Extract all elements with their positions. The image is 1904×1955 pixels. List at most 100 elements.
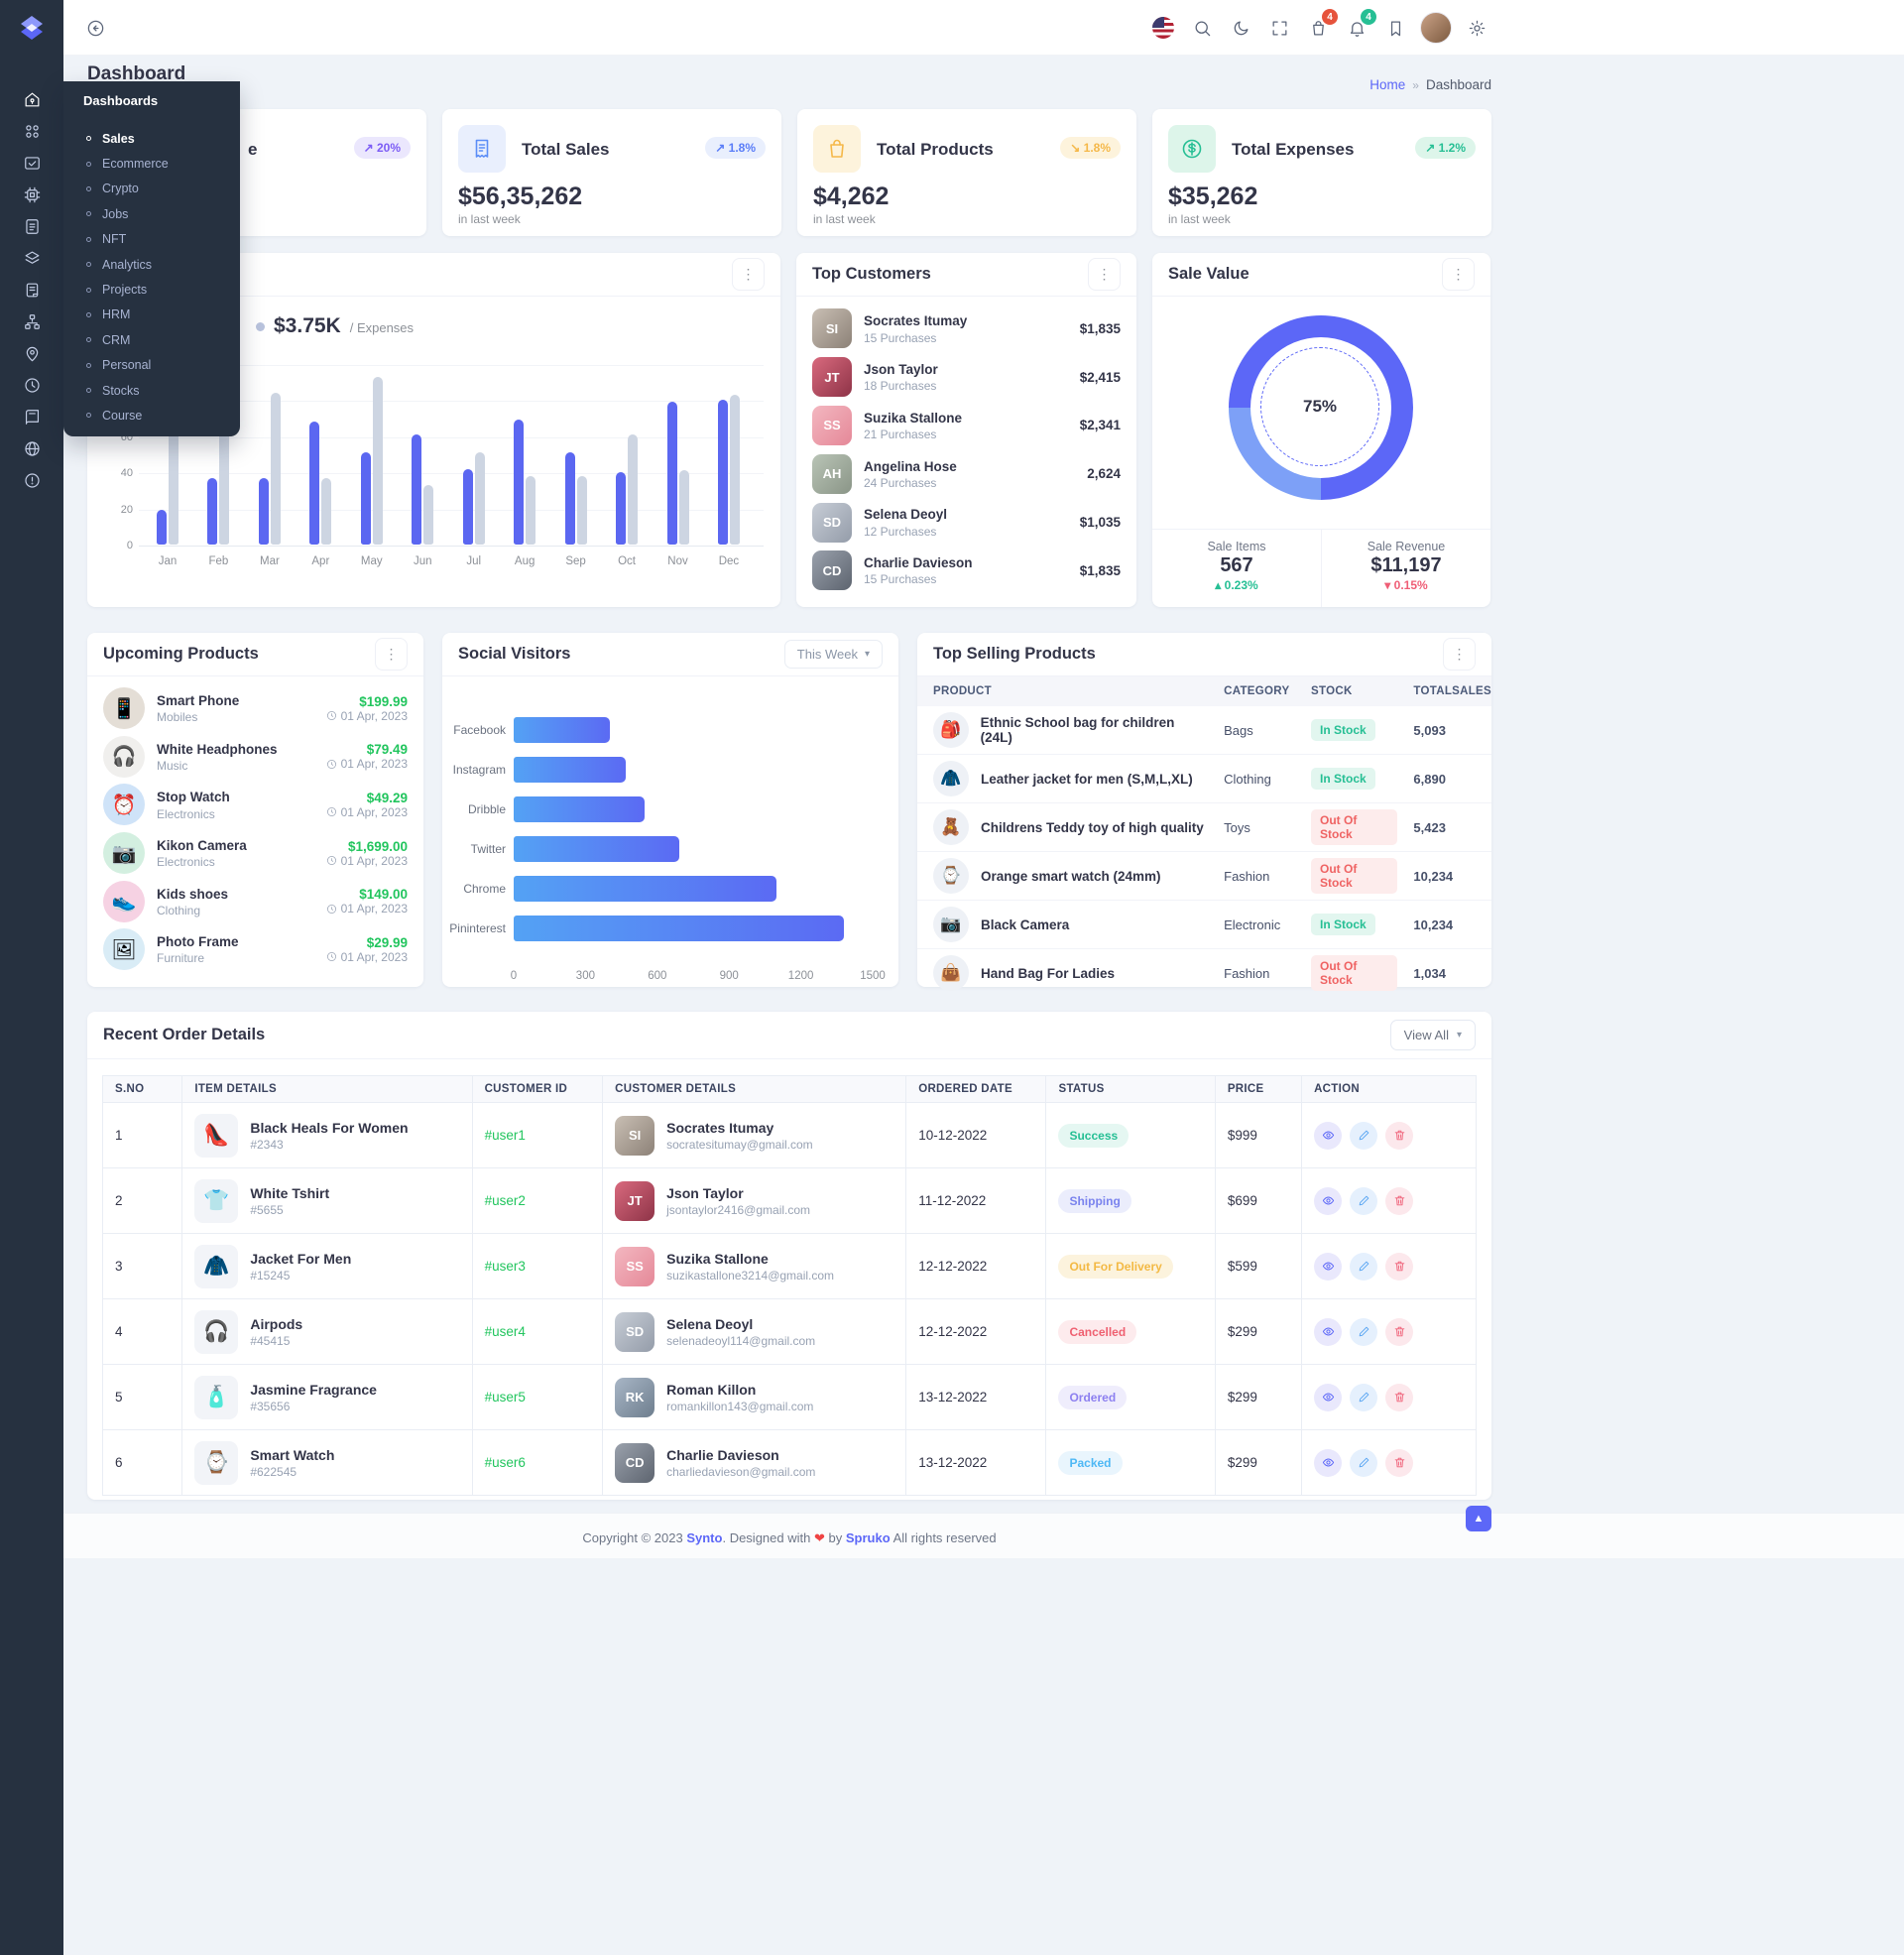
column-header[interactable]: STOCK — [1295, 676, 1398, 706]
delete-button[interactable] — [1385, 1448, 1414, 1477]
sidebar-item-flow[interactable] — [0, 305, 63, 337]
delete-button[interactable] — [1385, 1186, 1414, 1215]
notifications-button[interactable]: 4 — [1342, 9, 1376, 43]
sidebar-item-layers[interactable] — [0, 242, 63, 274]
sidebar-item-pages[interactable] — [0, 210, 63, 242]
menu-item-jobs[interactable]: Jobs — [63, 201, 240, 226]
menu-item-analytics[interactable]: Analytics — [63, 252, 240, 277]
scroll-to-top-button[interactable]: ▲ — [1466, 1506, 1491, 1531]
column-header[interactable]: ITEM DETAILS — [181, 1075, 473, 1103]
fullscreen-button[interactable] — [1264, 13, 1294, 43]
sidebar-item-maps[interactable] — [0, 337, 63, 369]
list-item: 👟 Kids shoes Clothing $149.00 01 Apr, 2023 — [103, 877, 408, 925]
edit-button[interactable] — [1350, 1121, 1378, 1150]
view-button[interactable] — [1314, 1317, 1343, 1346]
customer-id-link[interactable]: #user2 — [484, 1193, 526, 1208]
column-header[interactable]: PRODUCT — [917, 676, 1209, 706]
card-options-button[interactable]: ⋮ — [732, 258, 765, 291]
avatar: CD — [812, 550, 852, 591]
column-header[interactable]: S.NO — [101, 1075, 183, 1103]
column-header[interactable]: CUSTOMER ID — [471, 1075, 604, 1103]
clock-icon — [326, 904, 336, 914]
settings-button[interactable] — [1462, 13, 1491, 43]
view-button[interactable] — [1314, 1383, 1343, 1411]
ordered-date: 11-12-2022 — [905, 1167, 1047, 1234]
sidebar-item-messages[interactable] — [0, 147, 63, 179]
bar-expenses — [423, 484, 434, 545]
delete-button[interactable] — [1385, 1317, 1414, 1346]
app-logo[interactable] — [15, 11, 49, 45]
table-row: ⌚ Orange smart watch (24mm) Fashion Out Of … — [917, 851, 1491, 901]
view-button[interactable] — [1314, 1448, 1343, 1477]
sidebar-item-components[interactable] — [0, 179, 63, 210]
breadcrumb-home-link[interactable]: Home — [1369, 77, 1406, 92]
customer-email: selenadeoyl114@gmail.com — [666, 1334, 816, 1349]
total-sales: 1,034 — [1413, 965, 1446, 981]
menu-item-projects[interactable]: Projects — [63, 277, 240, 302]
column-header[interactable]: ACTION — [1301, 1075, 1477, 1103]
edit-button[interactable] — [1350, 1383, 1378, 1411]
menu-item-course[interactable]: Course — [63, 403, 240, 428]
menu-item-personal[interactable]: Personal — [63, 353, 240, 378]
item-id: #35656 — [250, 1400, 291, 1414]
card-options-button[interactable]: ⋮ — [1443, 638, 1476, 671]
delete-button[interactable] — [1385, 1383, 1414, 1411]
menu-item-nft[interactable]: NFT — [63, 227, 240, 252]
column-header[interactable]: STATUS — [1045, 1075, 1216, 1103]
product-date: 01 Apr, 2023 — [326, 902, 408, 916]
menu-item-stocks[interactable]: Stocks — [63, 378, 240, 403]
bookmark-button[interactable] — [1380, 13, 1410, 43]
sidebar-item-home[interactable] — [0, 83, 63, 115]
menu-item-ecommerce[interactable]: Ecommerce — [63, 151, 240, 176]
week-filter-dropdown[interactable]: This Week ▾ — [783, 640, 883, 669]
edit-button[interactable] — [1350, 1252, 1378, 1281]
order-price: $299 — [1214, 1364, 1303, 1430]
footer — [63, 1513, 1904, 1558]
customer-id-link[interactable]: #user5 — [484, 1390, 526, 1405]
item-image: 🎧 — [194, 1309, 239, 1354]
dark-mode-button[interactable] — [1226, 13, 1255, 43]
cart-button[interactable]: 4 — [1303, 9, 1338, 43]
column-header[interactable]: CUSTOMER DETAILS — [602, 1075, 907, 1103]
edit-button[interactable] — [1350, 1317, 1378, 1346]
sidebar-item-charts[interactable] — [0, 369, 63, 401]
column-header[interactable]: ORDERED DATE — [905, 1075, 1047, 1103]
sidebar-item-apps[interactable] — [0, 115, 63, 147]
edit-button[interactable] — [1350, 1448, 1378, 1477]
customer-id-link[interactable]: #user6 — [484, 1455, 526, 1470]
card-options-button[interactable]: ⋮ — [1442, 258, 1475, 291]
view-button[interactable] — [1314, 1121, 1343, 1150]
sidebar-item-error[interactable] — [0, 464, 63, 496]
clock-icon — [326, 807, 336, 817]
delete-button[interactable] — [1385, 1252, 1414, 1281]
language-flag-button[interactable] — [1148, 13, 1178, 43]
customer-name: Socrates Itumay — [864, 313, 968, 329]
search-button[interactable] — [1187, 13, 1217, 43]
customer-id-link[interactable]: #user4 — [484, 1324, 526, 1339]
view-button[interactable] — [1314, 1186, 1343, 1215]
spruko-link[interactable]: Spruko — [845, 1530, 891, 1545]
customer-id-link[interactable]: #user3 — [484, 1259, 526, 1274]
synto-link[interactable]: Synto — [686, 1530, 723, 1545]
edit-button[interactable] — [1350, 1186, 1378, 1215]
view-button[interactable] — [1314, 1252, 1343, 1281]
column-header[interactable]: CATEGORY — [1208, 676, 1296, 706]
view-all-dropdown[interactable]: View All ▾ — [1389, 1020, 1476, 1050]
customer-name: Selena Deoyl — [666, 1315, 754, 1332]
card-options-button[interactable]: ⋮ — [1088, 258, 1121, 291]
menu-item-hrm[interactable]: HRM — [63, 303, 240, 327]
menu-item-crm[interactable]: CRM — [63, 327, 240, 352]
menu-item-sales[interactable]: Sales — [63, 126, 240, 151]
card-options-button[interactable]: ⋮ — [375, 638, 408, 671]
delete-button[interactable] — [1385, 1121, 1414, 1150]
column-header[interactable]: TOTALSALES — [1397, 676, 1491, 706]
sidebar-item-docs[interactable] — [0, 401, 63, 432]
profile-button[interactable] — [1419, 12, 1453, 44]
sidebar-item-invoices[interactable] — [0, 274, 63, 305]
menu-item-crypto[interactable]: Crypto — [63, 177, 240, 201]
sidebar-collapse-button[interactable] — [80, 13, 110, 43]
column-header[interactable]: PRICE — [1214, 1075, 1303, 1103]
customer-id-link[interactable]: #user1 — [484, 1128, 526, 1143]
list-item: 📷 Kikon Camera Electronics $1,699.00 01 Apr,… — [103, 829, 408, 878]
sidebar-item-globe[interactable] — [0, 432, 63, 464]
